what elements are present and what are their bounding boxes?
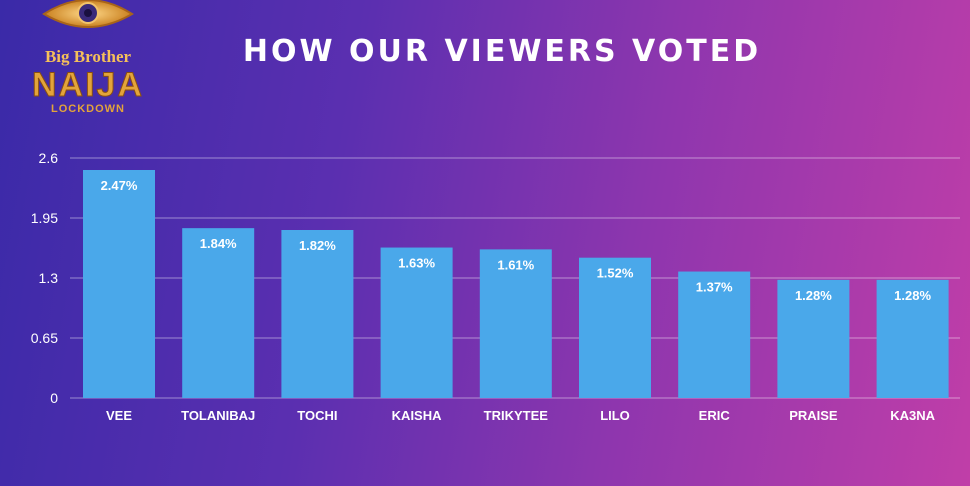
- x-tick-label: ERIC: [699, 408, 731, 423]
- bar: [380, 247, 453, 398]
- x-tick-label: TOLANIBAJ: [181, 408, 255, 423]
- data-label: 1.84%: [200, 236, 237, 251]
- bar: [777, 279, 850, 398]
- bar: [876, 279, 949, 398]
- data-label: 1.63%: [398, 256, 435, 271]
- x-tick-label: TOCHI: [297, 408, 337, 423]
- data-label: 1.28%: [894, 288, 931, 303]
- y-tick-label: 1.95: [31, 210, 58, 226]
- bar: [579, 257, 651, 398]
- y-tick-label: 1.3: [39, 270, 59, 286]
- x-tick-label: TRIKYTEE: [484, 408, 549, 423]
- data-label: 1.82%: [299, 238, 336, 253]
- y-tick-label: 0: [50, 390, 58, 406]
- x-tick-label: LILO: [600, 408, 630, 423]
- data-label: 2.47%: [101, 178, 138, 193]
- data-label: 1.28%: [795, 288, 832, 303]
- data-label: 1.61%: [497, 257, 534, 272]
- bar: [678, 271, 751, 398]
- data-label: 1.52%: [597, 266, 634, 281]
- chart-title: HOW OUR VIEWERS VOTED: [242, 34, 762, 69]
- logo-line-1: Big Brother: [45, 47, 132, 66]
- big-brother-naija-logo: Big Brother NAIJA LOCKDOWN: [31, 0, 144, 115]
- bar: [281, 230, 354, 398]
- y-tick-label: 0.65: [31, 330, 58, 346]
- eye-icon: [42, 0, 134, 28]
- x-tick-label: KA3NA: [890, 408, 935, 423]
- x-tick-label: PRAISE: [789, 408, 838, 423]
- logo-line-2: NAIJA: [32, 66, 144, 104]
- bar: [479, 249, 552, 398]
- x-tick-label: VEE: [106, 408, 132, 423]
- bar: [83, 170, 155, 398]
- logo-line-3: LOCKDOWN: [51, 103, 125, 115]
- y-tick-label: 2.6: [39, 150, 59, 166]
- data-label: 1.37%: [696, 280, 733, 295]
- x-tick-label: KAISHA: [392, 408, 442, 423]
- bar: [182, 228, 255, 398]
